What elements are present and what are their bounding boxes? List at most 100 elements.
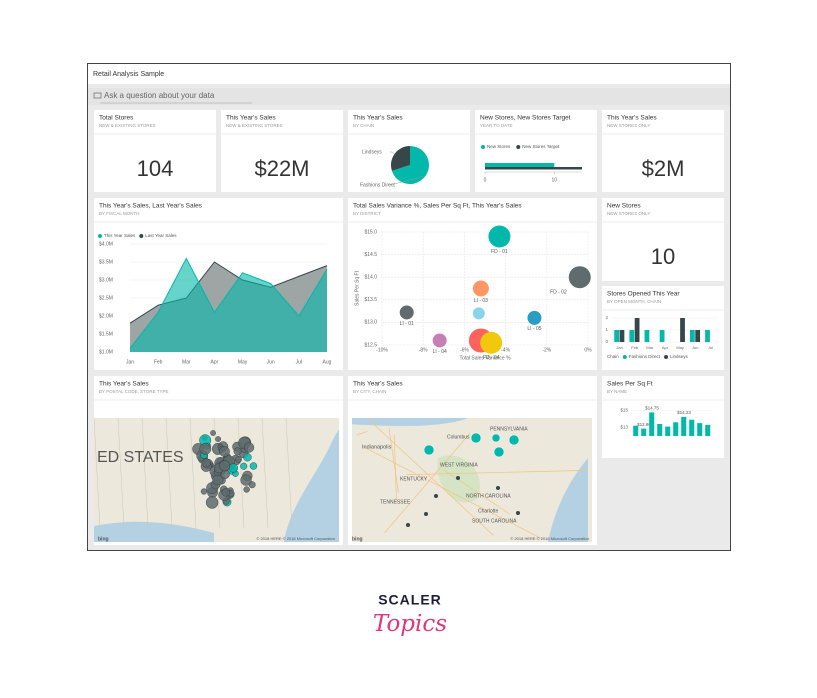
bar bbox=[681, 416, 687, 436]
tile-subtitle: BY OPEN MONTH, CHAIN bbox=[607, 299, 661, 304]
map-label: Charlotte bbox=[478, 508, 499, 514]
y-tick-label: $14.5 bbox=[364, 252, 377, 258]
bubble-label: FD - 01 bbox=[491, 249, 508, 255]
map-label: Indianapolis bbox=[362, 444, 392, 450]
data-label: $14.23 bbox=[677, 410, 691, 415]
card-value: $22M bbox=[254, 156, 309, 181]
tile-title: This Year's Sales bbox=[353, 381, 403, 388]
bubble-label: LI - 03 bbox=[474, 298, 488, 304]
tile-title: Total Sales Variance %, Sales Per Sq Ft,… bbox=[353, 203, 522, 210]
bubble bbox=[527, 310, 542, 325]
bar bbox=[697, 423, 703, 436]
qna-icon bbox=[93, 92, 102, 99]
map-bubble bbox=[199, 443, 212, 455]
tile bbox=[475, 110, 597, 192]
x-tick-label: -8% bbox=[419, 347, 428, 353]
map-water bbox=[352, 418, 468, 426]
y-tick-label: $12.5 bbox=[364, 342, 377, 348]
legend-swatch bbox=[481, 145, 485, 149]
y-tick-label: $2.0M bbox=[99, 313, 113, 319]
map-label: NORTH CAROLINA bbox=[466, 493, 511, 499]
map-logo: bing bbox=[98, 536, 109, 542]
bar bbox=[649, 412, 655, 436]
tile bbox=[602, 198, 724, 281]
map-bubble bbox=[215, 436, 222, 442]
map-bubble bbox=[470, 432, 482, 444]
bar bbox=[665, 426, 671, 436]
bubble bbox=[432, 333, 447, 348]
map-bubble bbox=[434, 494, 438, 498]
map bbox=[94, 418, 339, 542]
map-bubble bbox=[508, 434, 520, 446]
state-border bbox=[285, 418, 293, 529]
map-bubble bbox=[456, 476, 460, 480]
legend-label: This Year Sales bbox=[104, 233, 136, 238]
map-bubble bbox=[201, 458, 211, 468]
leader-line bbox=[388, 175, 426, 186]
bubble bbox=[399, 305, 414, 320]
y-tick-label: $3.0M bbox=[99, 277, 113, 283]
map-bubble bbox=[200, 488, 208, 495]
bubble-label: FD - 02 bbox=[550, 290, 567, 296]
map-attribution: © 2018 HERE © 2018 Microsoft Corporation bbox=[510, 536, 589, 541]
tile-title: This Year's Sales bbox=[99, 381, 149, 388]
bar bbox=[689, 419, 695, 436]
tile-title: This Year's Sales, Last Year's Sales bbox=[99, 203, 203, 210]
map-bubble bbox=[406, 523, 410, 527]
road bbox=[406, 470, 587, 475]
tile-subtitle: BY DISTRICT bbox=[353, 211, 381, 216]
road bbox=[362, 446, 542, 540]
slice-label: Lindseys bbox=[362, 149, 382, 155]
x-tick-label: Jun bbox=[692, 345, 698, 350]
qna-text[interactable]: Ask a question about your data bbox=[104, 91, 215, 100]
bubble bbox=[568, 266, 591, 289]
legend-label: New Stores Target bbox=[522, 144, 560, 149]
map-bubble bbox=[424, 512, 428, 516]
x-tick-label: Mar bbox=[646, 345, 654, 350]
bar bbox=[705, 424, 711, 436]
map-bubble bbox=[219, 446, 230, 457]
x-tick-label: Jul bbox=[296, 359, 302, 365]
x-tick-label: Mar bbox=[182, 359, 191, 365]
tile-subtitle: BY FISCAL MONTH bbox=[99, 211, 140, 216]
x-tick-label: Feb bbox=[631, 345, 639, 350]
map-bubble bbox=[243, 453, 252, 462]
map-label: ED STATES bbox=[97, 449, 184, 466]
map-water bbox=[548, 458, 588, 542]
bar bbox=[485, 167, 582, 170]
state-border bbox=[117, 418, 125, 529]
bar bbox=[695, 330, 701, 342]
slice-label: Fashions Direct bbox=[360, 182, 395, 188]
road bbox=[384, 432, 471, 533]
legend-title: Chain bbox=[607, 354, 619, 359]
x-tick-label: -6% bbox=[460, 347, 469, 353]
bubble bbox=[472, 307, 485, 320]
tile-title: This Year's Sales bbox=[607, 115, 657, 122]
bubble bbox=[480, 331, 503, 354]
legend-label: Lindseys bbox=[670, 354, 689, 359]
bar bbox=[633, 425, 639, 436]
y-tick-label: $14.0 bbox=[364, 275, 377, 281]
tile-subtitle: BY NAME bbox=[607, 389, 627, 394]
tile-title: This Year's Sales bbox=[226, 115, 276, 122]
data-label: $14.75 bbox=[645, 406, 659, 411]
map-attribution: © 2018 HERE © 2018 Microsoft Corporation bbox=[256, 536, 335, 541]
y-tick-label: $2.5M bbox=[99, 295, 113, 301]
tile bbox=[602, 110, 724, 192]
tile-title: This Year's Sales bbox=[353, 115, 403, 122]
x-tick-label: 0 bbox=[484, 177, 487, 183]
legend-swatch bbox=[622, 355, 627, 359]
bubble-label: LI - 04 bbox=[433, 349, 447, 355]
tile-subtitle: NEW STORES ONLY bbox=[607, 123, 650, 128]
y-tick-label: $13 bbox=[620, 425, 628, 430]
map-bubble bbox=[423, 444, 435, 456]
legend-swatch bbox=[98, 234, 102, 238]
y-tick-label: $3.5M bbox=[99, 259, 113, 265]
x-tick-label: -2% bbox=[542, 347, 551, 353]
x-tick-label: Jun bbox=[267, 359, 275, 365]
legend-label: New Stores bbox=[487, 144, 511, 149]
area bbox=[130, 258, 327, 352]
road bbox=[368, 418, 494, 536]
qna-bar[interactable] bbox=[88, 88, 730, 105]
